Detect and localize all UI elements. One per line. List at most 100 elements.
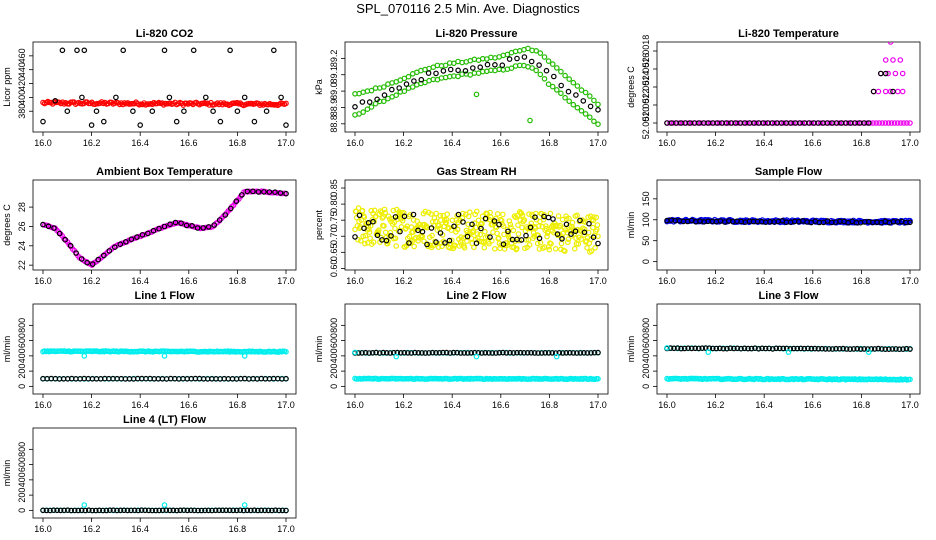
data-point [545,81,552,88]
data-point [879,120,886,126]
plot-frame [32,179,297,271]
data-point [167,507,173,514]
data-point [152,507,159,514]
data-point [514,55,520,62]
data-point [106,248,113,254]
data-point [364,106,371,113]
plot-frame [344,303,609,395]
data-point [826,346,832,352]
data-point [400,210,407,216]
data-point [903,345,910,352]
data-point [671,345,677,352]
data-point [138,507,145,514]
x-tick-label: 16.4 [131,276,149,286]
data-point [595,349,601,356]
data-point [366,350,372,356]
y-tick-label: 400 [17,348,27,363]
data-point [181,108,187,115]
data-point [882,57,889,63]
data-point [484,61,491,68]
data-point [499,62,506,68]
y-tick-label: 0 [17,384,27,389]
data-point [827,120,833,126]
data-point [595,107,601,113]
data-point [40,118,46,125]
data-point [134,234,140,240]
y-tick-label: 89.2 [329,50,339,68]
y-tick-label: 0 [641,259,651,264]
y-tick-label: 0.70 [329,227,339,245]
data-point [415,349,422,356]
data-point [130,108,136,115]
data-point [664,120,670,126]
data-point [537,239,544,246]
data-point [217,118,224,125]
data-point [428,211,434,217]
data-point [573,92,579,98]
data-point [391,219,398,226]
data-point [692,345,699,352]
data-point [234,108,241,115]
data-point [401,349,408,356]
data-point [399,218,406,224]
data-point [93,108,100,115]
data-point [464,238,470,244]
x-tick-label: 16.4 [443,138,461,148]
data-point [95,256,102,263]
data-point [139,232,146,238]
data-point [753,120,760,126]
plot-frame [656,303,921,395]
y-axis-label: ml/min [626,336,636,363]
data-point [110,507,117,514]
data-point [107,507,113,514]
data-point [254,507,261,514]
plot-title: Li-820 Temperature [738,28,839,40]
data-point [47,507,53,514]
data-point [492,62,498,68]
y-tick-label: 800 [641,318,651,333]
data-point [595,101,601,108]
data-point [588,350,594,356]
x-tick-label: 16.0 [34,276,52,286]
data-point [536,246,543,252]
data-point [435,244,442,250]
data-point [380,349,387,356]
data-point [535,232,542,239]
data-point [222,212,229,218]
data-point [575,241,582,247]
data-point [558,90,564,97]
data-point [590,234,597,241]
data-point [464,233,471,240]
x-tick-label: 16.6 [180,138,198,148]
data-point [894,88,901,95]
data-point [381,223,387,229]
y-tick-label: 0.60 [329,260,339,278]
plot-title: Line 2 Flow [447,290,507,302]
data-point [766,345,772,352]
data-point [262,507,268,514]
data-point [595,375,601,382]
data-point [900,346,906,352]
data-point [442,62,449,69]
data-point [836,345,843,352]
data-point [537,50,544,56]
data-point [454,349,460,356]
data-point [892,70,899,77]
data-point [876,120,883,126]
x-tick-label: 16.6 [804,276,822,286]
data-point [388,233,394,239]
data-point [705,349,712,355]
data-point [563,216,570,222]
data-point [545,350,552,356]
data-point [801,345,808,352]
data-point [864,346,871,352]
data-point [521,54,528,60]
data-point [469,221,475,228]
data-point [812,345,818,352]
data-point [161,502,168,508]
data-point [448,227,455,234]
data-point [513,245,520,252]
data-point [429,349,436,356]
data-point [89,261,96,267]
data-point [447,66,454,73]
